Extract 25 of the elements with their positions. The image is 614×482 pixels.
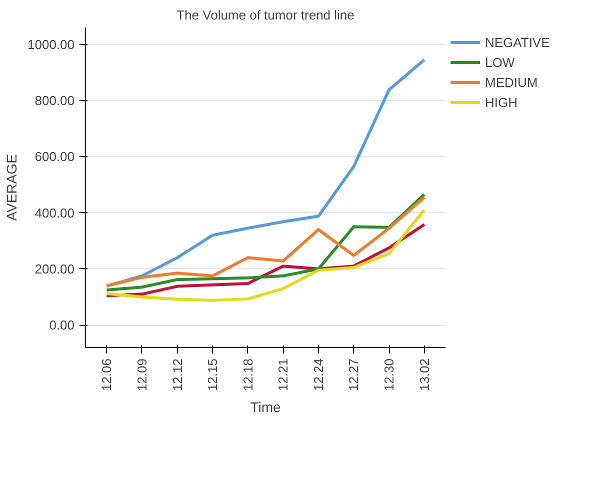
x-tick-label: 12.12 bbox=[170, 358, 185, 392]
legend-label: NEGATIVE bbox=[485, 34, 550, 50]
y-tick-label: 1000.00 bbox=[28, 36, 75, 52]
x-tick-label: 12.18 bbox=[240, 358, 256, 392]
legend-label: LOW bbox=[485, 54, 515, 70]
x-axis-title: Time bbox=[250, 399, 282, 416]
x-tick-label: 12.30 bbox=[382, 358, 397, 392]
x-tick-label: 12.15 bbox=[205, 358, 220, 392]
x-tick-label: 12.06 bbox=[99, 358, 114, 392]
legend-label: HIGH bbox=[485, 94, 518, 110]
y-tick-label: 600.00 bbox=[34, 149, 75, 164]
y-tick-label: 0.00 bbox=[49, 318, 75, 333]
line-series bbox=[105, 58, 426, 288]
y-tick-label: 800.00 bbox=[34, 92, 75, 108]
line-series bbox=[105, 208, 426, 302]
x-tick-label: 12.09 bbox=[134, 358, 150, 392]
legend-label: MEDIUM bbox=[485, 74, 538, 90]
x-tick-label: 12.21 bbox=[276, 358, 291, 392]
y-tick-label: 200.00 bbox=[34, 261, 75, 276]
x-tick-label: 12.27 bbox=[346, 358, 362, 392]
chart-title: The Volume of tumor trend line bbox=[176, 8, 354, 22]
y-axis-title: AVERAGE bbox=[4, 154, 20, 221]
x-tick-label: 13.02 bbox=[416, 358, 432, 392]
x-tick-label: 12.24 bbox=[310, 358, 326, 392]
y-tick-label: 400.00 bbox=[34, 205, 75, 220]
